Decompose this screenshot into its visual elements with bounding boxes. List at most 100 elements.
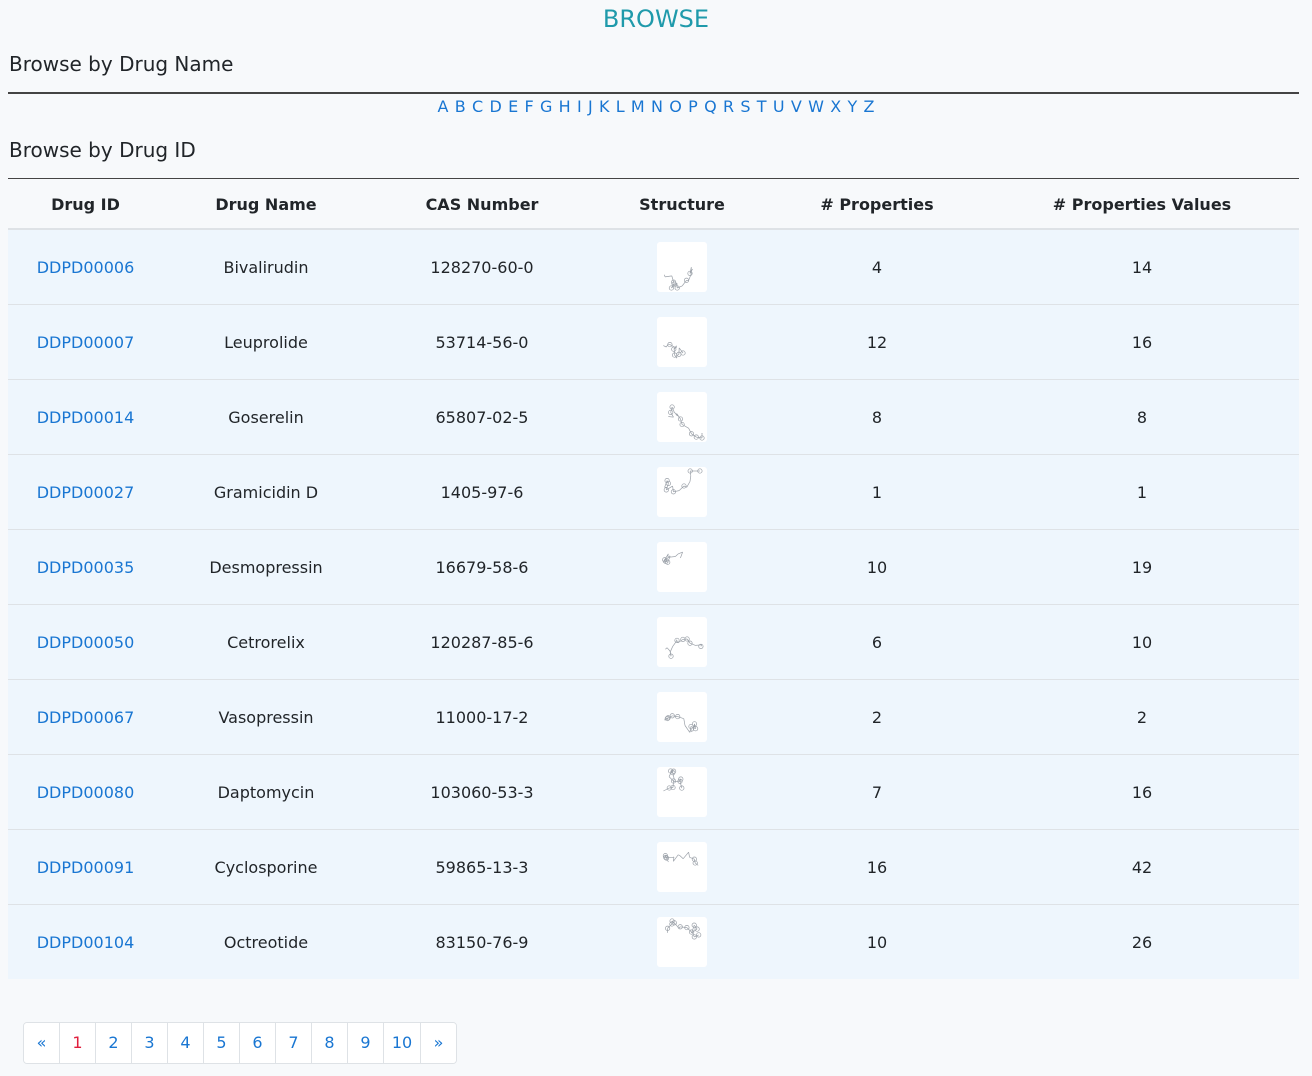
structure-image[interactable] <box>657 617 707 667</box>
cell-properties-values: 42 <box>985 829 1299 905</box>
cell-cas-number: 16679-58-6 <box>369 529 595 605</box>
table-row: DDPD00007 Leuprolide 53714-56-0 12 16 <box>8 304 1299 380</box>
letter-link-u[interactable]: U <box>772 97 785 116</box>
letter-link-w[interactable]: W <box>808 97 824 116</box>
pagination-page-3[interactable]: 3 <box>131 1023 167 1063</box>
table-row: DDPD00006 Bivalirudin 128270-60-0 4 14 <box>8 229 1299 305</box>
cell-properties-values: 16 <box>985 304 1299 380</box>
letter-link-d[interactable]: D <box>489 97 502 116</box>
letter-link-i[interactable]: I <box>576 97 582 116</box>
cell-drug-id: DDPD00067 <box>8 679 163 755</box>
drug-id-link[interactable]: DDPD00091 <box>36 857 135 877</box>
structure-image[interactable] <box>657 842 707 892</box>
column-header-drug-id[interactable]: Drug ID <box>8 180 163 230</box>
pagination-page-8[interactable]: 8 <box>311 1023 347 1063</box>
table-row: DDPD00027 Gramicidin D 1405-97-6 1 1 <box>8 454 1299 530</box>
letter-link-x[interactable]: X <box>830 97 842 116</box>
structure-image[interactable] <box>657 467 707 517</box>
letter-link-l[interactable]: L <box>615 97 625 116</box>
pagination-next-button[interactable]: » <box>420 1023 456 1063</box>
letter-link-y[interactable]: Y <box>847 97 858 116</box>
pagination-page-7[interactable]: 7 <box>275 1023 311 1063</box>
cell-properties: 7 <box>769 754 985 830</box>
drug-id-link[interactable]: DDPD00027 <box>36 482 135 502</box>
structure-image[interactable] <box>657 392 707 442</box>
divider <box>8 92 1299 94</box>
cell-cas-number: 83150-76-9 <box>369 904 595 979</box>
column-header-cas-number[interactable]: CAS Number <box>369 180 595 230</box>
column-header-structure: Structure <box>595 180 769 230</box>
cell-cas-number: 11000-17-2 <box>369 679 595 755</box>
pagination-page-9[interactable]: 9 <box>347 1023 383 1063</box>
letter-link-k[interactable]: K <box>598 97 610 116</box>
structure-image[interactable] <box>657 242 707 292</box>
column-header-drug-name[interactable]: Drug Name <box>163 180 369 230</box>
cell-properties: 4 <box>769 229 985 305</box>
letter-link-t[interactable]: T <box>756 97 767 116</box>
drug-id-link[interactable]: DDPD00035 <box>36 557 135 577</box>
cell-properties-values: 16 <box>985 754 1299 830</box>
drug-id-link[interactable]: DDPD00104 <box>36 932 135 952</box>
letter-link-f[interactable]: F <box>524 97 534 116</box>
pagination-page-4[interactable]: 4 <box>167 1023 203 1063</box>
cell-structure <box>595 304 769 380</box>
letter-link-m[interactable]: M <box>630 97 645 116</box>
pagination: «1 2 3 4 5 6 7 8 9 10» <box>23 1022 457 1064</box>
pagination-prev-button[interactable]: « <box>24 1023 59 1063</box>
divider <box>8 178 1299 179</box>
structure-image[interactable] <box>657 767 707 817</box>
cell-structure <box>595 454 769 530</box>
letter-link-z[interactable]: Z <box>863 97 875 116</box>
drug-id-link[interactable]: DDPD00007 <box>36 332 135 352</box>
letter-link-j[interactable]: J <box>587 97 593 116</box>
pagination-page-5[interactable]: 5 <box>203 1023 239 1063</box>
letter-link-g[interactable]: G <box>539 97 553 116</box>
letter-link-b[interactable]: B <box>454 97 466 116</box>
cell-properties: 10 <box>769 904 985 979</box>
drug-id-link[interactable]: DDPD00006 <box>36 257 135 277</box>
cell-drug-id: DDPD00035 <box>8 529 163 605</box>
cell-cas-number: 53714-56-0 <box>369 304 595 380</box>
letter-link-v[interactable]: V <box>790 97 802 116</box>
cell-drug-name: Gramicidin D <box>163 454 369 530</box>
cell-drug-id: DDPD00027 <box>8 454 163 530</box>
structure-image[interactable] <box>657 317 707 367</box>
letter-link-n[interactable]: N <box>651 97 663 116</box>
cell-drug-id: DDPD00014 <box>8 379 163 455</box>
column-header-properties-values[interactable]: # Properties Values <box>985 180 1299 230</box>
letter-link-s[interactable]: S <box>740 97 751 116</box>
drug-id-link[interactable]: DDPD00050 <box>36 632 135 652</box>
cell-properties: 8 <box>769 379 985 455</box>
letter-link-h[interactable]: H <box>558 97 571 116</box>
letter-link-a[interactable]: A <box>437 97 449 116</box>
pagination-page-10[interactable]: 10 <box>383 1023 420 1063</box>
cell-properties: 12 <box>769 304 985 380</box>
cell-cas-number: 128270-60-0 <box>369 229 595 305</box>
pagination-page-6[interactable]: 6 <box>239 1023 275 1063</box>
structure-image[interactable] <box>657 692 707 742</box>
pagination-page-2[interactable]: 2 <box>95 1023 131 1063</box>
letter-link-q[interactable]: Q <box>704 97 717 116</box>
letter-link-c[interactable]: C <box>472 97 484 116</box>
letter-link-p[interactable]: P <box>688 97 698 116</box>
letter-link-e[interactable]: E <box>508 97 519 116</box>
column-header-properties[interactable]: # Properties <box>769 180 985 230</box>
table-row: DDPD00067 Vasopressin 11000-17-2 2 2 <box>8 679 1299 755</box>
drug-id-link[interactable]: DDPD00080 <box>36 782 135 802</box>
drug-id-link[interactable]: DDPD00067 <box>36 707 135 727</box>
drug-id-link[interactable]: DDPD00014 <box>36 407 135 427</box>
structure-image[interactable] <box>657 917 707 967</box>
letter-link-r[interactable]: R <box>722 97 735 116</box>
cell-cas-number: 65807-02-5 <box>369 379 595 455</box>
table-row: DDPD00080 Daptomycin 103060-53-3 7 16 <box>8 754 1299 830</box>
structure-image[interactable] <box>657 542 707 592</box>
table-header-row: Drug ID Drug Name CAS Number Structure #… <box>8 180 1299 230</box>
cell-structure <box>595 379 769 455</box>
letter-link-o[interactable]: O <box>669 97 682 116</box>
table-row: DDPD00091 Cyclosporine 59865-13-3 16 42 <box>8 829 1299 905</box>
table-row: DDPD00050 Cetrorelix 120287-85-6 6 10 <box>8 604 1299 680</box>
cell-drug-name: Vasopressin <box>163 679 369 755</box>
cell-drug-name: Leuprolide <box>163 304 369 380</box>
cell-properties-values: 19 <box>985 529 1299 605</box>
pagination-page-1[interactable]: 1 <box>59 1023 95 1063</box>
